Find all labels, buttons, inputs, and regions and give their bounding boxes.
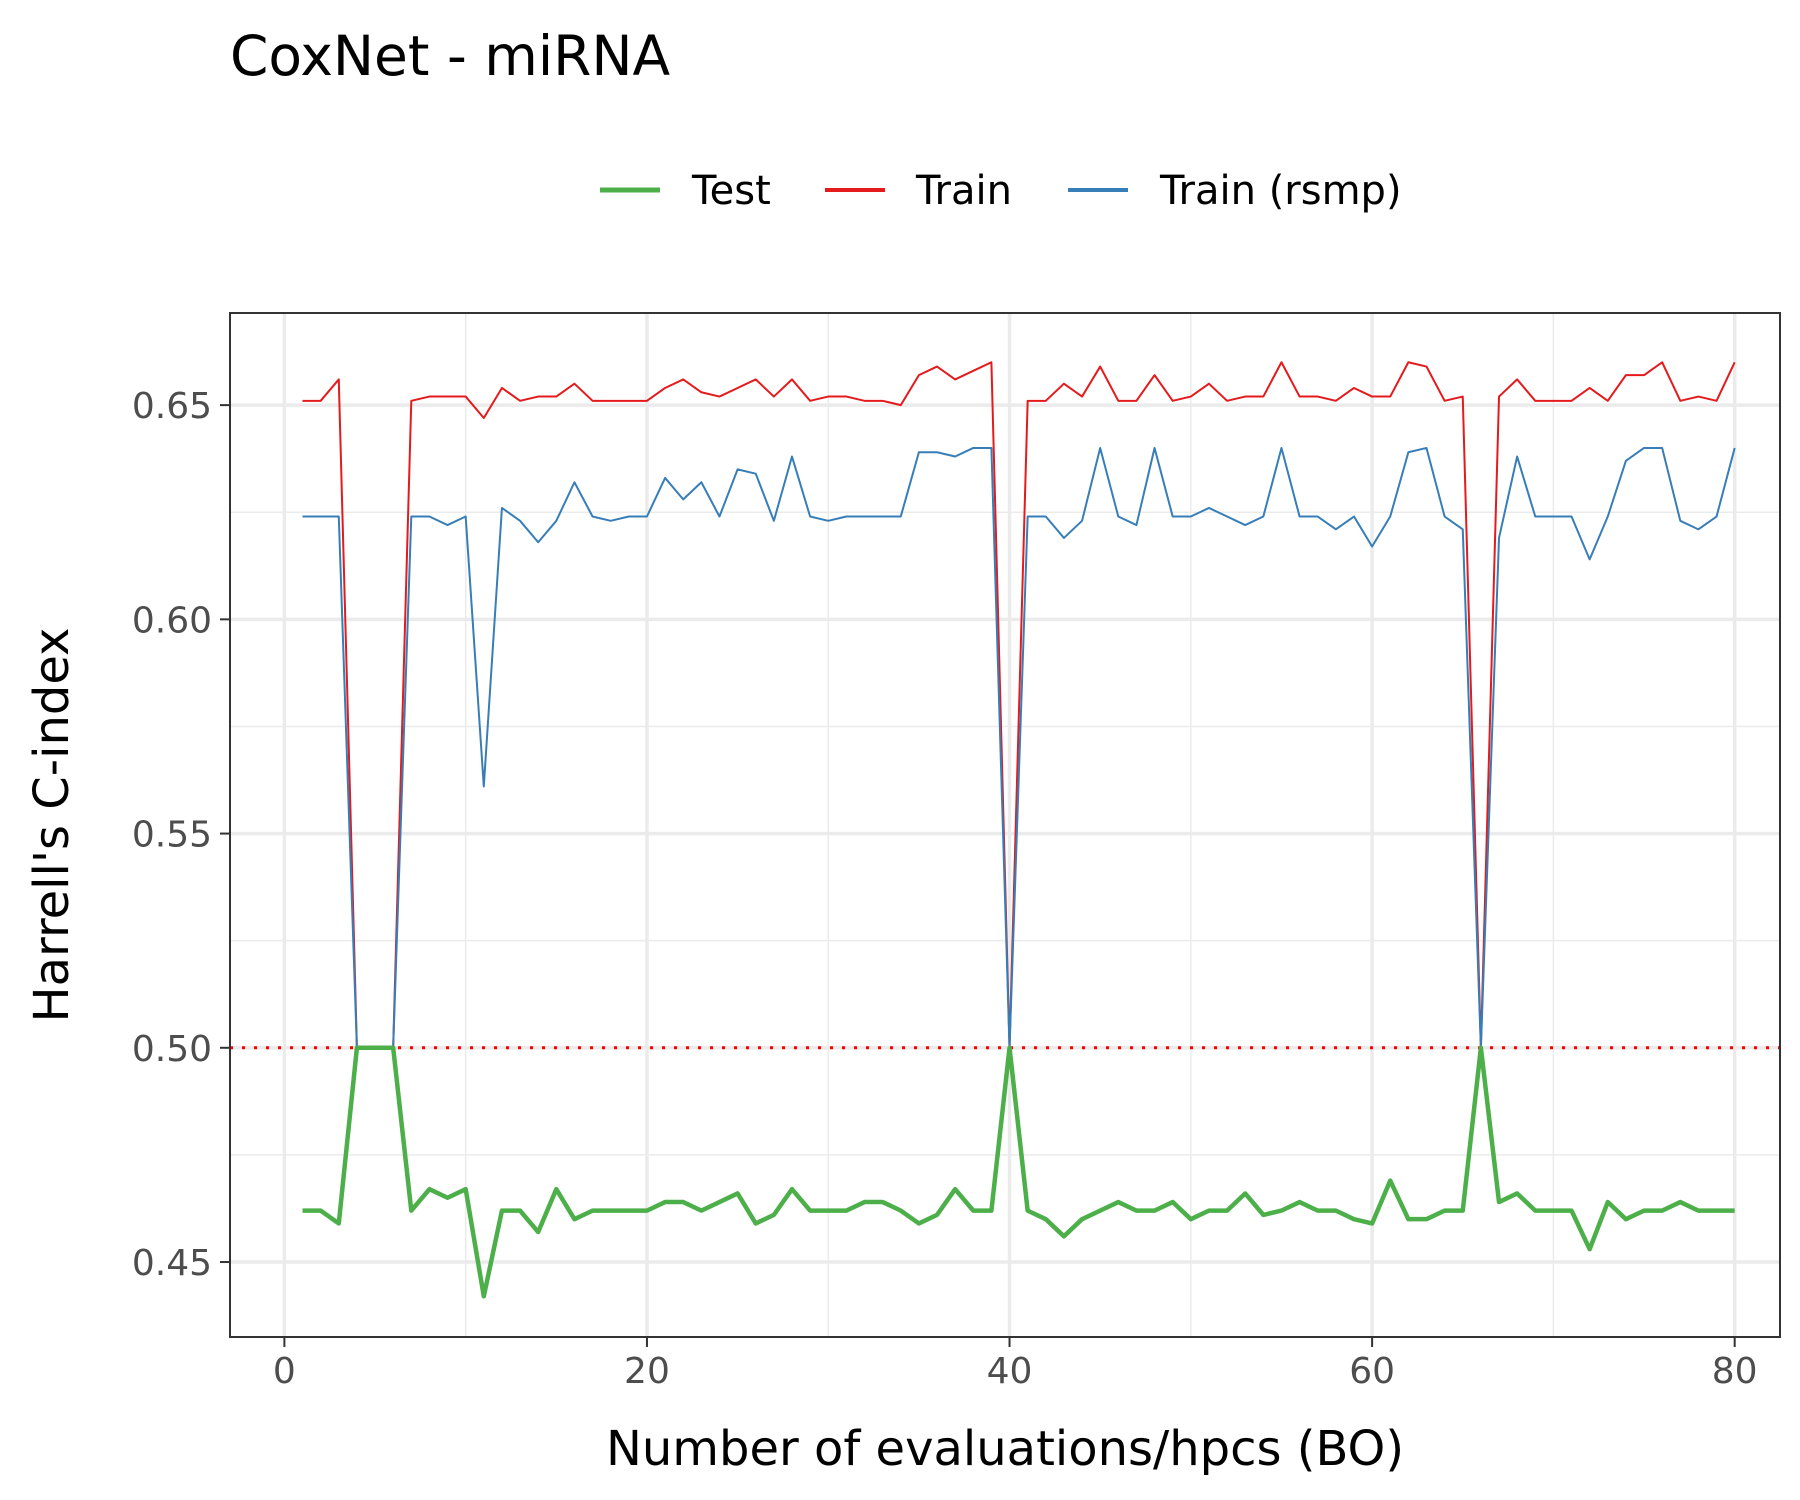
y-tick-label: 0.60 [132, 600, 212, 641]
chart-title: CoxNet - miRNA [230, 24, 670, 88]
y-tick-label: 0.55 [132, 815, 212, 856]
series-line-test [302, 1045, 1735, 1299]
series-line-train [302, 361, 1736, 1049]
plot-area: 0 20 40 60 80 0.45 0.50 0.55 0.60 0.65 [132, 312, 1781, 1392]
x-tick-label: 80 [1712, 1351, 1758, 1392]
x-axis-title: Number of evaluations/hpcs (BO) [606, 1421, 1404, 1477]
legend-label-test: Test [691, 168, 771, 214]
x-tick-label: 0 [273, 1351, 296, 1392]
legend-label-train-rsmp: Train (rsmp) [1159, 168, 1402, 214]
series-line-train-rsmp [302, 446, 1736, 1049]
y-tick-label: 0.65 [132, 386, 212, 427]
y-tick-label: 0.50 [132, 1029, 212, 1070]
x-tick-label: 40 [987, 1351, 1033, 1392]
y-tick-label: 0.45 [132, 1243, 212, 1284]
legend: Test Train Train (rsmp) [600, 168, 1402, 214]
panel-background [230, 313, 1780, 1337]
x-tick-label: 60 [1349, 1351, 1395, 1392]
panel-border [229, 312, 1781, 1338]
legend-label-train: Train [915, 168, 1012, 214]
x-tick-label: 20 [624, 1351, 670, 1392]
y-axis-title: Harrell's C-index [24, 628, 80, 1023]
